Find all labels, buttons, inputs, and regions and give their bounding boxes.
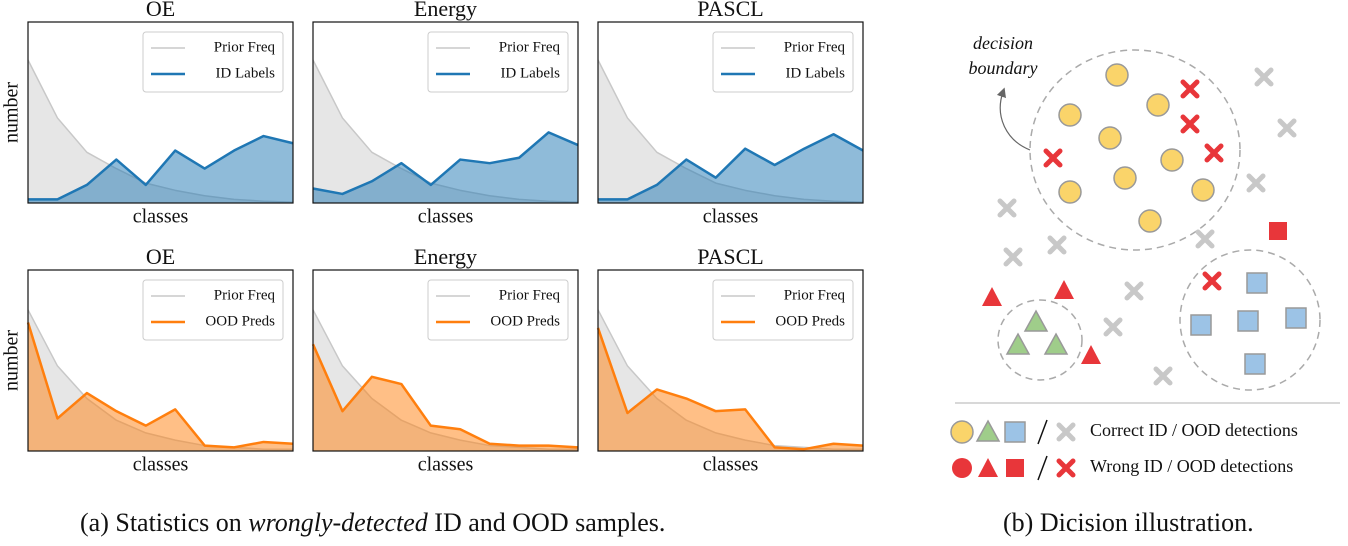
legend-box	[142, 279, 284, 341]
legend-label: ID Labels	[785, 65, 845, 81]
chart-title: PASCL	[697, 244, 763, 269]
plot-frame	[312, 21, 579, 204]
series-line	[596, 327, 864, 451]
boundary	[997, 299, 1083, 381]
legend-label: Prior Freq	[784, 287, 846, 303]
caption-part: ID and OOD samples.	[427, 508, 666, 537]
boundary	[1179, 249, 1321, 391]
x-axis-label: classes	[133, 454, 189, 476]
legend-label: Correct ID / OOD detections	[1090, 420, 1298, 440]
series-line	[311, 343, 579, 449]
area-fill	[313, 132, 578, 203]
area-fill	[598, 60, 863, 204]
chart: OE classes number Prior Freq ID Labels	[1, 0, 294, 228]
x-axis-label: classes	[418, 206, 474, 228]
chart: PASCL classes Prior Freq OOD Preds	[596, 244, 864, 476]
caption: (a) Statistics on wrongly-detected ID an…	[80, 508, 665, 538]
legend-label: OOD Preds	[775, 313, 845, 329]
chart: PASCL classes Prior Freq ID Labels	[597, 0, 864, 228]
chart-title: OE	[146, 244, 175, 269]
diagram-legend: Correct ID / OOD detections Wrong ID / O…	[950, 419, 1298, 481]
area-fill	[313, 60, 578, 204]
x-axis-label: classes	[703, 454, 759, 476]
area-fill	[313, 344, 578, 451]
y-axis-label: number	[1, 82, 23, 143]
legend-label: ID Labels	[215, 65, 275, 81]
legend-label: OOD Preds	[490, 313, 560, 329]
legend-box	[712, 279, 854, 341]
legend-box	[427, 279, 569, 341]
diagram: decision boundary Correct ID / OOD detec…	[950, 33, 1340, 481]
plot-frame	[597, 21, 864, 204]
legend-label: Prior Freq	[499, 287, 561, 303]
chart: OE classes number Prior Freq OOD Preds	[1, 244, 294, 476]
chart-title: PASCL	[697, 0, 763, 21]
series-line	[26, 322, 294, 449]
series-line	[312, 131, 579, 196]
legend-label: Prior Freq	[214, 287, 276, 303]
plot-frame	[27, 269, 294, 452]
caption-part: (a) Statistics on	[80, 508, 249, 537]
x-axis-label: classes	[703, 206, 759, 228]
caption: (b) Dicision illustration.	[1003, 508, 1254, 537]
legend-label: ID Labels	[500, 65, 560, 81]
boundary-label: decision	[973, 33, 1033, 53]
area-fill	[28, 60, 293, 204]
plot-frame	[27, 21, 294, 204]
samples	[982, 63, 1307, 383]
legend-label: Prior Freq	[499, 39, 561, 55]
plot-frame	[312, 269, 579, 452]
plot-frame	[597, 269, 864, 452]
legend-box	[142, 31, 284, 93]
area-fill	[598, 134, 863, 203]
chart-title: Energy	[414, 244, 477, 269]
chart-title: OE	[146, 0, 175, 21]
boundary	[1029, 49, 1241, 251]
legend-label: Wrong ID / OOD detections	[1090, 456, 1293, 476]
boundary-label: boundary	[969, 58, 1038, 78]
chart: Energy classes Prior Freq OOD Preds	[311, 244, 579, 476]
series-line	[598, 132, 864, 201]
legend-label: OOD Preds	[205, 313, 275, 329]
chart: Energy classes Prior Freq ID Labels	[312, 0, 579, 228]
x-axis-label: classes	[133, 206, 189, 228]
legend-label: Prior Freq	[784, 39, 846, 55]
x-axis-label: classes	[418, 454, 474, 476]
y-axis-label: number	[1, 330, 23, 391]
legend-box	[712, 31, 854, 93]
arrow	[996, 87, 1031, 151]
area-fill	[28, 322, 293, 451]
chart-title: Energy	[414, 0, 477, 21]
legend-box	[427, 31, 569, 93]
caption-part: wrongly-detected	[248, 508, 428, 537]
legend-label: Prior Freq	[214, 39, 276, 55]
series-line	[28, 134, 294, 201]
area-fill	[598, 327, 863, 451]
